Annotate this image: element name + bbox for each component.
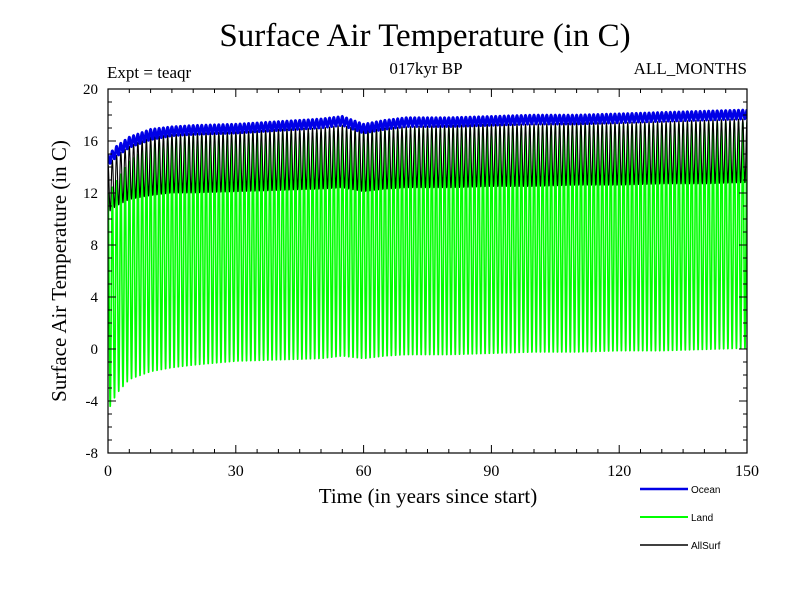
y-axis-label: Surface Air Temperature (in C) [47, 140, 71, 402]
series-line-ocean [108, 108, 747, 165]
experiment-label: Expt = teaqr [107, 63, 192, 82]
y-tick-label: 16 [83, 134, 99, 150]
chart-title: Surface Air Temperature (in C) [219, 18, 630, 54]
series-line-allsurf [108, 118, 747, 212]
legend-label-ocean: Ocean [691, 485, 720, 496]
y-tick-label: 12 [83, 186, 98, 202]
y-tick-label: 20 [83, 82, 98, 98]
chart-subtitle: 017kyr BP [389, 59, 462, 78]
y-tick-label: 8 [91, 238, 99, 254]
x-tick-label: 60 [356, 463, 372, 480]
legend-label-allsurf: AllSurf [691, 541, 721, 552]
series-line-land [108, 121, 747, 408]
y-tick-label: 4 [91, 290, 99, 306]
legend: Ocean Land AllSurf [640, 485, 721, 552]
y-tick-label: 0 [91, 342, 99, 358]
axis-tick-labels: 0 30 60 90 120 150 -8 -4 0 4 8 12 16 20 [83, 82, 759, 480]
series-layer [108, 108, 747, 408]
y-tick-label: -4 [86, 394, 99, 410]
x-tick-label: 30 [228, 463, 244, 480]
x-tick-label: 120 [607, 463, 631, 480]
x-tick-label: 0 [104, 463, 112, 480]
plot-area [108, 108, 747, 408]
x-tick-label: 90 [483, 463, 499, 480]
legend-label-land: Land [691, 513, 713, 524]
months-label: ALL_MONTHS [634, 59, 747, 78]
y-tick-label: -8 [86, 446, 99, 462]
axis-ticks [107, 88, 748, 454]
x-tick-label: 150 [735, 463, 759, 480]
x-axis-label: Time (in years since start) [319, 484, 538, 508]
